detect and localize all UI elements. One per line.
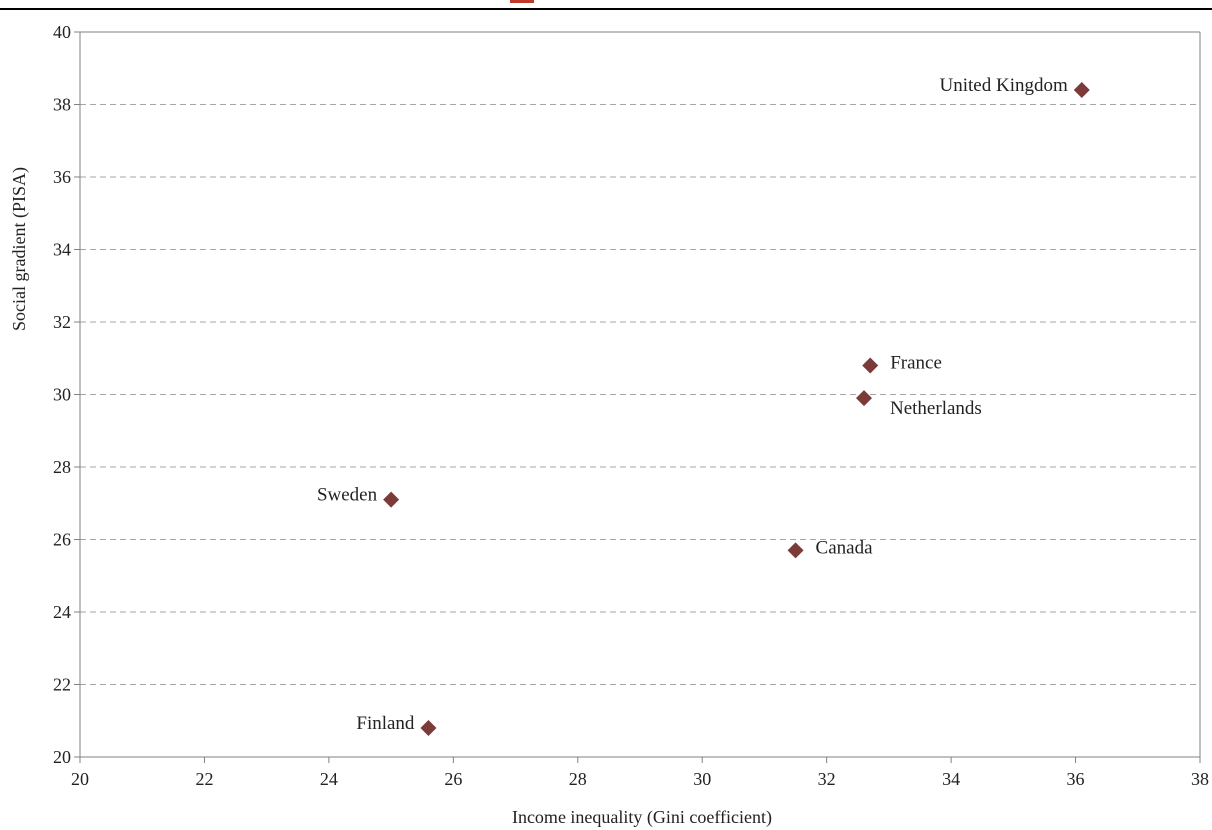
gridlines	[80, 31, 1200, 685]
y-tick-label: 32	[53, 312, 71, 332]
y-tick-label: 24	[53, 602, 71, 622]
x-tick-label: 34	[942, 769, 960, 789]
data-point-label: United Kingdom	[940, 75, 1068, 96]
y-tick-label: 30	[53, 385, 71, 405]
y-axis-title: Social gradient (PISA)	[9, 167, 30, 331]
y-tick-label: 22	[53, 675, 71, 695]
y-tick-label: 28	[53, 457, 71, 477]
x-tick-label: 36	[1067, 769, 1085, 789]
data-point-label: Finland	[356, 713, 415, 734]
data-point-marker	[383, 491, 400, 508]
data-point-label: Canada	[816, 537, 874, 558]
y-tick-label: 40	[53, 22, 71, 42]
y-tick-label: 20	[53, 747, 71, 767]
x-tick-label: 20	[71, 769, 89, 789]
data-point-label: France	[890, 353, 942, 374]
data-point-label: Netherlands	[890, 398, 982, 419]
x-tick-label: 32	[818, 769, 836, 789]
data-point-label: Sweden	[317, 485, 378, 506]
y-tick-label: 26	[53, 530, 71, 550]
data-point-marker	[420, 720, 437, 736]
y-tick-label: 36	[53, 167, 71, 187]
top-accent-mark	[510, 0, 534, 3]
data-point-marker	[1073, 82, 1090, 98]
x-tick-label: 22	[195, 769, 213, 789]
axes	[74, 31, 1201, 763]
x-tick-label: 38	[1191, 769, 1209, 789]
x-tick-label: 24	[320, 769, 338, 789]
data-point-marker	[862, 357, 879, 374]
data-points: United Kingdom France Netherlands Sweden Can…	[317, 75, 1090, 736]
y-tick-label: 38	[53, 95, 71, 115]
y-tick-label: 34	[53, 240, 71, 260]
x-axis-title: Income inequality (Gini coefficient)	[512, 807, 772, 828]
x-tick-label: 28	[569, 769, 587, 789]
tick-labels: 20 22 24 26 28 30 32 34 36 38 40 20 22 24 26 28 30 32 34 36…	[53, 22, 1209, 789]
x-tick-label: 26	[444, 769, 462, 789]
data-point-marker	[787, 542, 804, 559]
data-point-marker	[856, 390, 872, 407]
x-tick-label: 30	[693, 769, 711, 789]
